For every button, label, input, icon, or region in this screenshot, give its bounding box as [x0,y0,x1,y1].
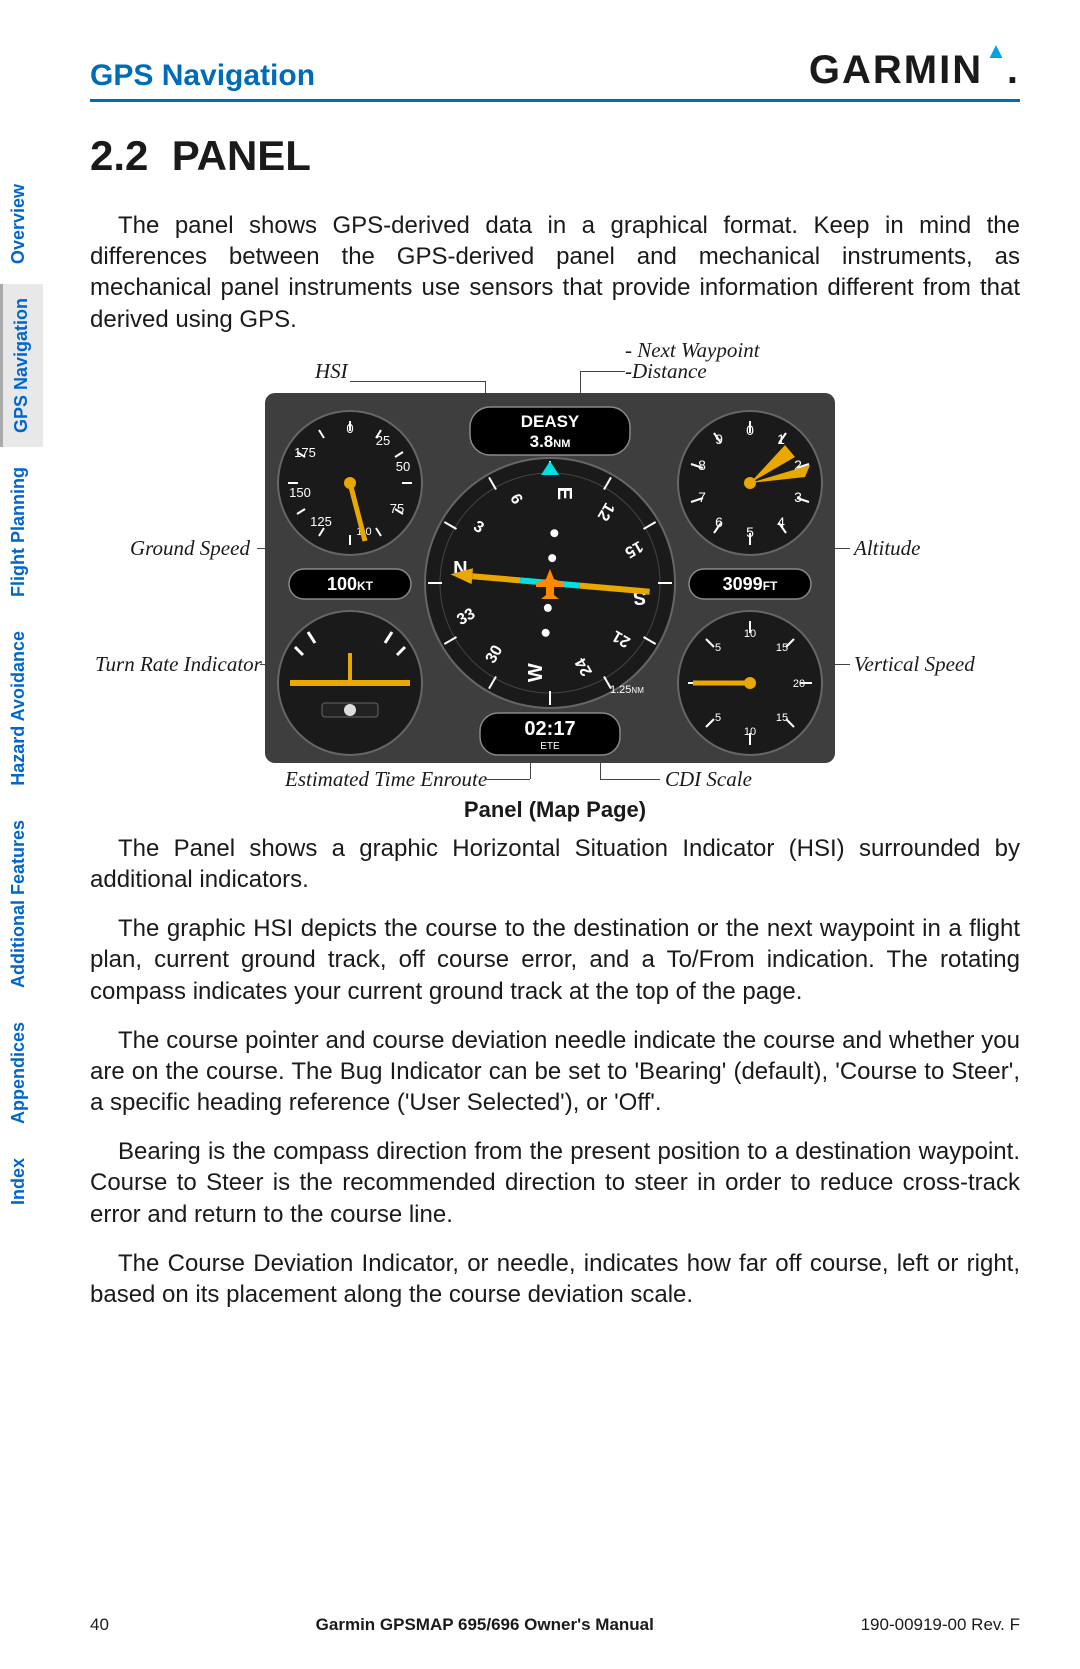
tab-gps-navigation[interactable]: GPS Navigation [0,284,43,447]
page-header: GPS Navigation GARMIN▲. [90,48,1020,102]
svg-text:1.25NM: 1.25NM [610,684,644,696]
svg-text:3: 3 [794,489,802,505]
svg-text:02:17: 02:17 [524,718,575,740]
tab-overview[interactable]: Overview [0,170,40,278]
paragraph-5: Bearing is the compass direction from th… [90,1136,1020,1230]
callout-vertical-speed: Vertical Speed [854,652,975,677]
altitude-readout: 3099FT [689,569,811,599]
paragraph-1: The panel shows GPS-derived data in a gr… [90,210,1020,335]
svg-text:7: 7 [698,489,706,505]
callout-hsi: HSI [315,359,348,384]
paragraph-2: The Panel shows a graphic Horizontal Sit… [90,833,1020,895]
svg-text:15: 15 [776,642,788,654]
section-heading: 2.2 PANEL [90,132,311,180]
svg-text:10: 10 [744,726,756,738]
svg-text:5: 5 [715,642,721,654]
page-number: 40 [90,1615,109,1635]
side-navigation: Overview GPS Navigation Flight Planning … [0,170,44,1225]
logo-text: GARMIN [809,48,983,93]
svg-text:5: 5 [715,712,721,724]
paragraph-4: The course pointer and course deviation … [90,1025,1020,1119]
paragraph-6: The Course Deviation Indicator, or needl… [90,1248,1020,1310]
tab-hazard-avoidance[interactable]: Hazard Avoidance [0,617,40,800]
svg-text:50: 50 [396,459,410,474]
callout-ete: Estimated Time Enroute [285,767,487,792]
tab-appendices[interactable]: Appendices [0,1008,40,1138]
tab-flight-planning[interactable]: Flight Planning [0,453,40,611]
svg-text:150: 150 [289,485,311,500]
svg-text:ETE: ETE [540,741,560,752]
svg-text:9: 9 [715,431,723,447]
svg-text:20: 20 [793,678,805,690]
footer-manual-title: Garmin GPSMAP 695/696 Owner's Manual [316,1615,654,1635]
header-section-title: GPS Navigation [90,59,315,93]
svg-text:E: E [553,486,575,499]
svg-text:125: 125 [310,514,332,529]
callout-ground-speed: Ground Speed [130,536,250,561]
tab-index[interactable]: Index [0,1144,40,1219]
figure-caption: Panel (Map Page) [90,797,1020,823]
page-footer: 40 Garmin GPSMAP 695/696 Owner's Manual … [90,1615,1020,1635]
svg-text:6: 6 [715,514,723,530]
callout-turn-rate: Turn Rate Indicator [95,652,262,677]
main-content: The panel shows GPS-derived data in a gr… [90,210,1020,1328]
callout-cdi: CDI Scale [665,767,752,792]
svg-text:0: 0 [346,421,353,436]
section-number: 2.2 [90,132,148,179]
svg-text:DEASY: DEASY [521,412,580,431]
svg-text:25: 25 [376,433,390,448]
turn-rate-gauge [278,611,422,755]
svg-text:W: W [525,663,547,682]
altitude-gauge: 0 1 2 3 4 5 6 7 8 9 [678,411,822,555]
garmin-triangle-icon: ▲ [985,38,1009,64]
svg-text:8: 8 [698,457,706,473]
ground-speed-readout: 100KT [289,569,411,599]
svg-text:4: 4 [777,514,785,530]
svg-text:75: 75 [390,501,404,516]
svg-text:5: 5 [746,524,754,540]
svg-text:0: 0 [746,422,754,438]
paragraph-3: The graphic HSI depicts the course to th… [90,913,1020,1007]
svg-text:175: 175 [294,445,316,460]
svg-text:1: 1 [777,431,785,447]
callout-altitude: Altitude [854,536,921,561]
callout-distance: -Distance [625,359,707,384]
svg-text:10: 10 [744,628,756,640]
vertical-speed-gauge: 5 10 15 20 15 10 5 [678,611,822,755]
svg-text:15: 15 [776,712,788,724]
garmin-logo: GARMIN▲. [809,48,1020,93]
figure-panel-map-page: HSI - Next Waypoint -Distance Ground Spe… [90,353,1020,823]
ground-speed-gauge: 0 25 50 75 1,0 125 150 175 [278,411,422,555]
section-name: PANEL [172,132,311,179]
panel-instrument-svg: 0 25 50 75 1,0 125 150 175 100KT [265,393,835,763]
footer-doc-rev: 190-00919-00 Rev. F [861,1615,1020,1635]
tab-additional-features[interactable]: Additional Features [0,806,40,1002]
